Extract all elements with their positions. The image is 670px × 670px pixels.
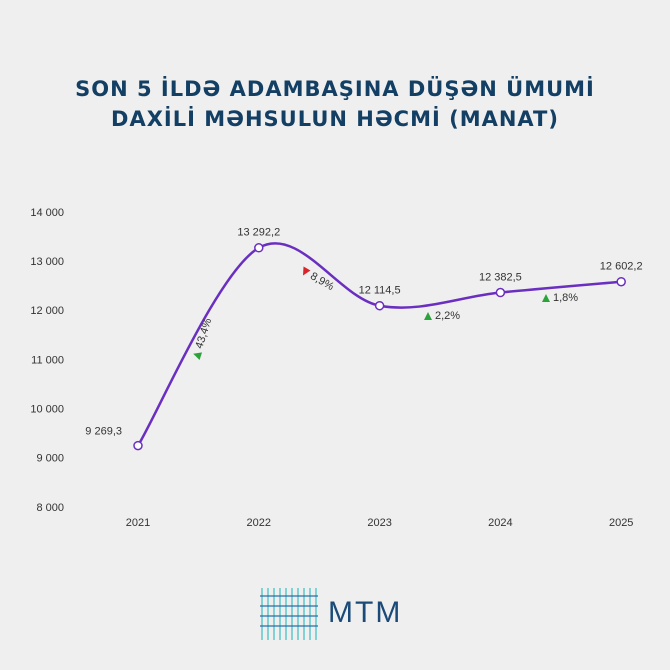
y-tick-label: 8 000 [36,502,64,514]
change-arrow [424,312,432,320]
change-annotation: 1,8% [542,292,578,304]
y-tick-label: 11 000 [31,354,64,366]
change-arrow [542,294,550,302]
chart-title: SON 5 İLDƏ ADAMBAŞINA DÜŞƏN ÜMUMİ DAXİLİ… [75,77,595,131]
value-label: 9 269,3 [85,425,122,437]
y-tick-label: 10 000 [30,404,64,416]
value-label: 12 602,2 [600,261,643,273]
x-tick-label: 2023 [367,517,391,529]
y-tick-label: 13 000 [30,256,64,268]
change-annotation: 8,9% [303,266,336,293]
line [136,242,622,447]
point [374,300,385,311]
change-arrow [303,266,311,276]
x-tick-label: 2022 [247,517,271,529]
change-arrow [193,352,203,361]
x-tick-label: 2024 [488,517,512,529]
y-tick-label: 12 000 [30,305,64,317]
value-label: 12 382,5 [479,271,522,283]
x-tick-label: 2025 [609,517,633,529]
point [133,440,143,451]
change-label: 1,8% [553,292,578,304]
point [616,276,626,287]
value-label: 12 114,5 [359,285,401,297]
point [495,287,506,298]
point [254,243,264,253]
logo-text: MTM [328,596,402,629]
y-tick-label: 14 000 [30,207,64,219]
change-annotation: 2,2% [424,310,460,322]
value-label: 13 292,2 [237,227,280,239]
logo-icon [260,588,318,640]
y-tick-label: 9 000 [36,453,64,465]
x-tick-label: 2021 [126,517,150,529]
change-label: 2,2% [435,310,460,322]
change-label: 8,9% [308,270,336,293]
